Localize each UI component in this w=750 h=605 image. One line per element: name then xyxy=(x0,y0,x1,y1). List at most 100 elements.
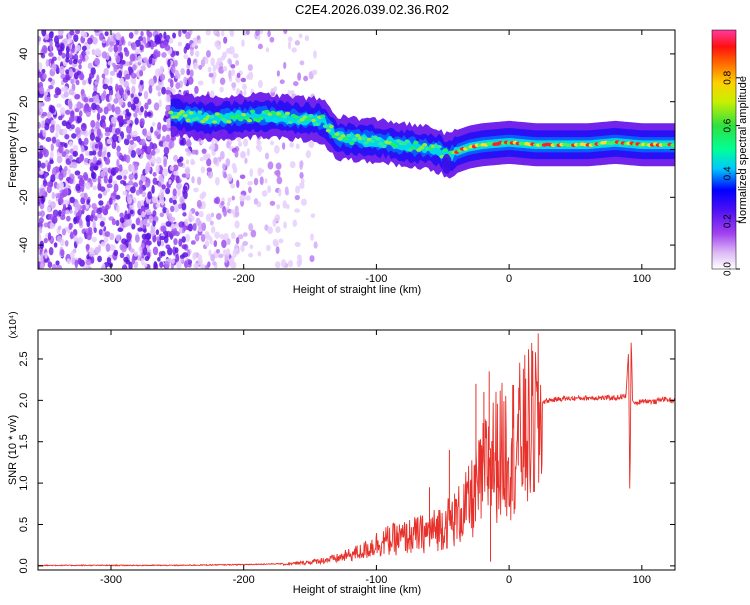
noise-speckle xyxy=(216,31,220,38)
noise-speckle xyxy=(67,168,71,176)
noise-speckle xyxy=(69,209,73,214)
noise-speckle xyxy=(70,78,74,85)
noise-speckle xyxy=(108,197,113,205)
noise-speckle xyxy=(231,195,235,201)
ridge-core-point xyxy=(410,146,416,150)
noise-speckle xyxy=(148,55,153,65)
snr-panel: -300 -200 -100 0 100 0.0 0.5 1.0 1.5 2.0 2.5 Heig… xyxy=(7,311,676,596)
noise-speckle xyxy=(190,160,196,165)
noise-speckle xyxy=(98,200,104,206)
noise-speckle xyxy=(294,208,301,213)
noise-speckle xyxy=(108,46,114,53)
noise-speckle xyxy=(64,133,70,140)
noise-speckle xyxy=(235,59,240,66)
noise-speckle xyxy=(186,68,191,76)
noise-speckle xyxy=(217,253,224,259)
noise-speckle xyxy=(107,60,114,66)
noise-speckle xyxy=(218,66,225,74)
noise-speckle xyxy=(172,32,177,39)
noise-speckle xyxy=(267,30,271,38)
noise-speckle xyxy=(148,78,155,88)
noise-speckle xyxy=(187,57,192,66)
noise-speckle xyxy=(185,159,190,165)
noise-speckle xyxy=(111,103,115,113)
noise-speckle xyxy=(80,122,87,132)
noise-speckle xyxy=(195,149,199,156)
ridge-core-point xyxy=(173,115,180,119)
noise-speckle xyxy=(159,235,165,241)
noise-speckle xyxy=(49,151,54,159)
noise-speckle xyxy=(134,30,139,35)
noise-speckle xyxy=(39,170,44,175)
noise-speckle xyxy=(162,140,169,149)
noise-speckle xyxy=(158,174,164,183)
noise-speckle xyxy=(92,156,98,164)
noise-speckle xyxy=(154,148,160,154)
noise-speckle xyxy=(214,176,220,186)
noise-speckle xyxy=(159,261,164,269)
noise-speckle xyxy=(155,164,160,174)
noise-speckle xyxy=(202,153,209,161)
noise-speckle xyxy=(192,222,197,232)
noise-speckle xyxy=(192,62,199,70)
noise-speckle xyxy=(148,84,153,94)
noise-speckle xyxy=(119,179,126,185)
noise-speckle xyxy=(242,83,247,91)
noise-speckle xyxy=(292,81,299,87)
noise-speckle xyxy=(206,50,211,58)
noise-speckle xyxy=(47,161,51,171)
noise-speckle xyxy=(67,37,73,44)
noise-speckle xyxy=(266,244,271,252)
noise-speckle xyxy=(38,151,44,160)
noise-speckle xyxy=(247,64,253,71)
noise-speckle xyxy=(221,30,225,37)
noise-speckle xyxy=(104,31,109,37)
noise-speckle xyxy=(115,83,119,92)
noise-speckle xyxy=(42,147,47,156)
x-tick-label: 100 xyxy=(633,273,651,285)
noise-speckle xyxy=(60,249,65,257)
noise-speckle xyxy=(119,77,125,86)
noise-speckle xyxy=(40,162,46,169)
noise-speckle xyxy=(140,30,144,37)
snr-xlabel: Height of straight line (km) xyxy=(293,584,421,596)
noise-speckle xyxy=(144,166,149,175)
noise-speckle xyxy=(283,30,288,35)
noise-speckle xyxy=(292,219,298,227)
noise-speckle xyxy=(168,179,172,185)
noise-speckle xyxy=(58,209,62,217)
noise-speckle xyxy=(83,192,88,201)
noise-speckle xyxy=(197,39,202,44)
noise-speckle xyxy=(210,226,216,234)
ridge-core-point xyxy=(194,116,200,121)
noise-speckle xyxy=(170,72,175,79)
noise-speckle xyxy=(226,141,231,149)
noise-speckle xyxy=(79,102,84,109)
ridge-core-point xyxy=(264,109,270,114)
noise-speckle xyxy=(181,236,186,243)
noise-speckle xyxy=(267,185,272,194)
noise-speckle xyxy=(147,98,152,105)
noise-speckle xyxy=(69,231,74,240)
noise-speckle xyxy=(72,58,78,65)
noise-speckle xyxy=(152,172,157,177)
noise-speckle xyxy=(170,205,175,212)
noise-speckle xyxy=(171,88,176,94)
noise-speckle xyxy=(103,106,109,115)
noise-speckle xyxy=(42,178,48,187)
noise-speckle xyxy=(81,209,85,215)
noise-speckle xyxy=(111,140,117,150)
noise-speckle xyxy=(150,42,155,50)
noise-speckle xyxy=(249,244,254,249)
noise-speckle xyxy=(239,174,246,180)
y-tick-label: -40 xyxy=(18,237,30,253)
noise-speckle xyxy=(106,138,112,145)
noise-speckle xyxy=(173,170,179,176)
noise-speckle xyxy=(210,253,216,262)
noise-speckle xyxy=(128,180,134,186)
noise-speckle xyxy=(174,72,181,79)
noise-speckle xyxy=(231,69,236,76)
noise-speckle xyxy=(128,149,132,155)
noise-speckle xyxy=(114,127,121,135)
noise-speckle xyxy=(101,38,107,44)
